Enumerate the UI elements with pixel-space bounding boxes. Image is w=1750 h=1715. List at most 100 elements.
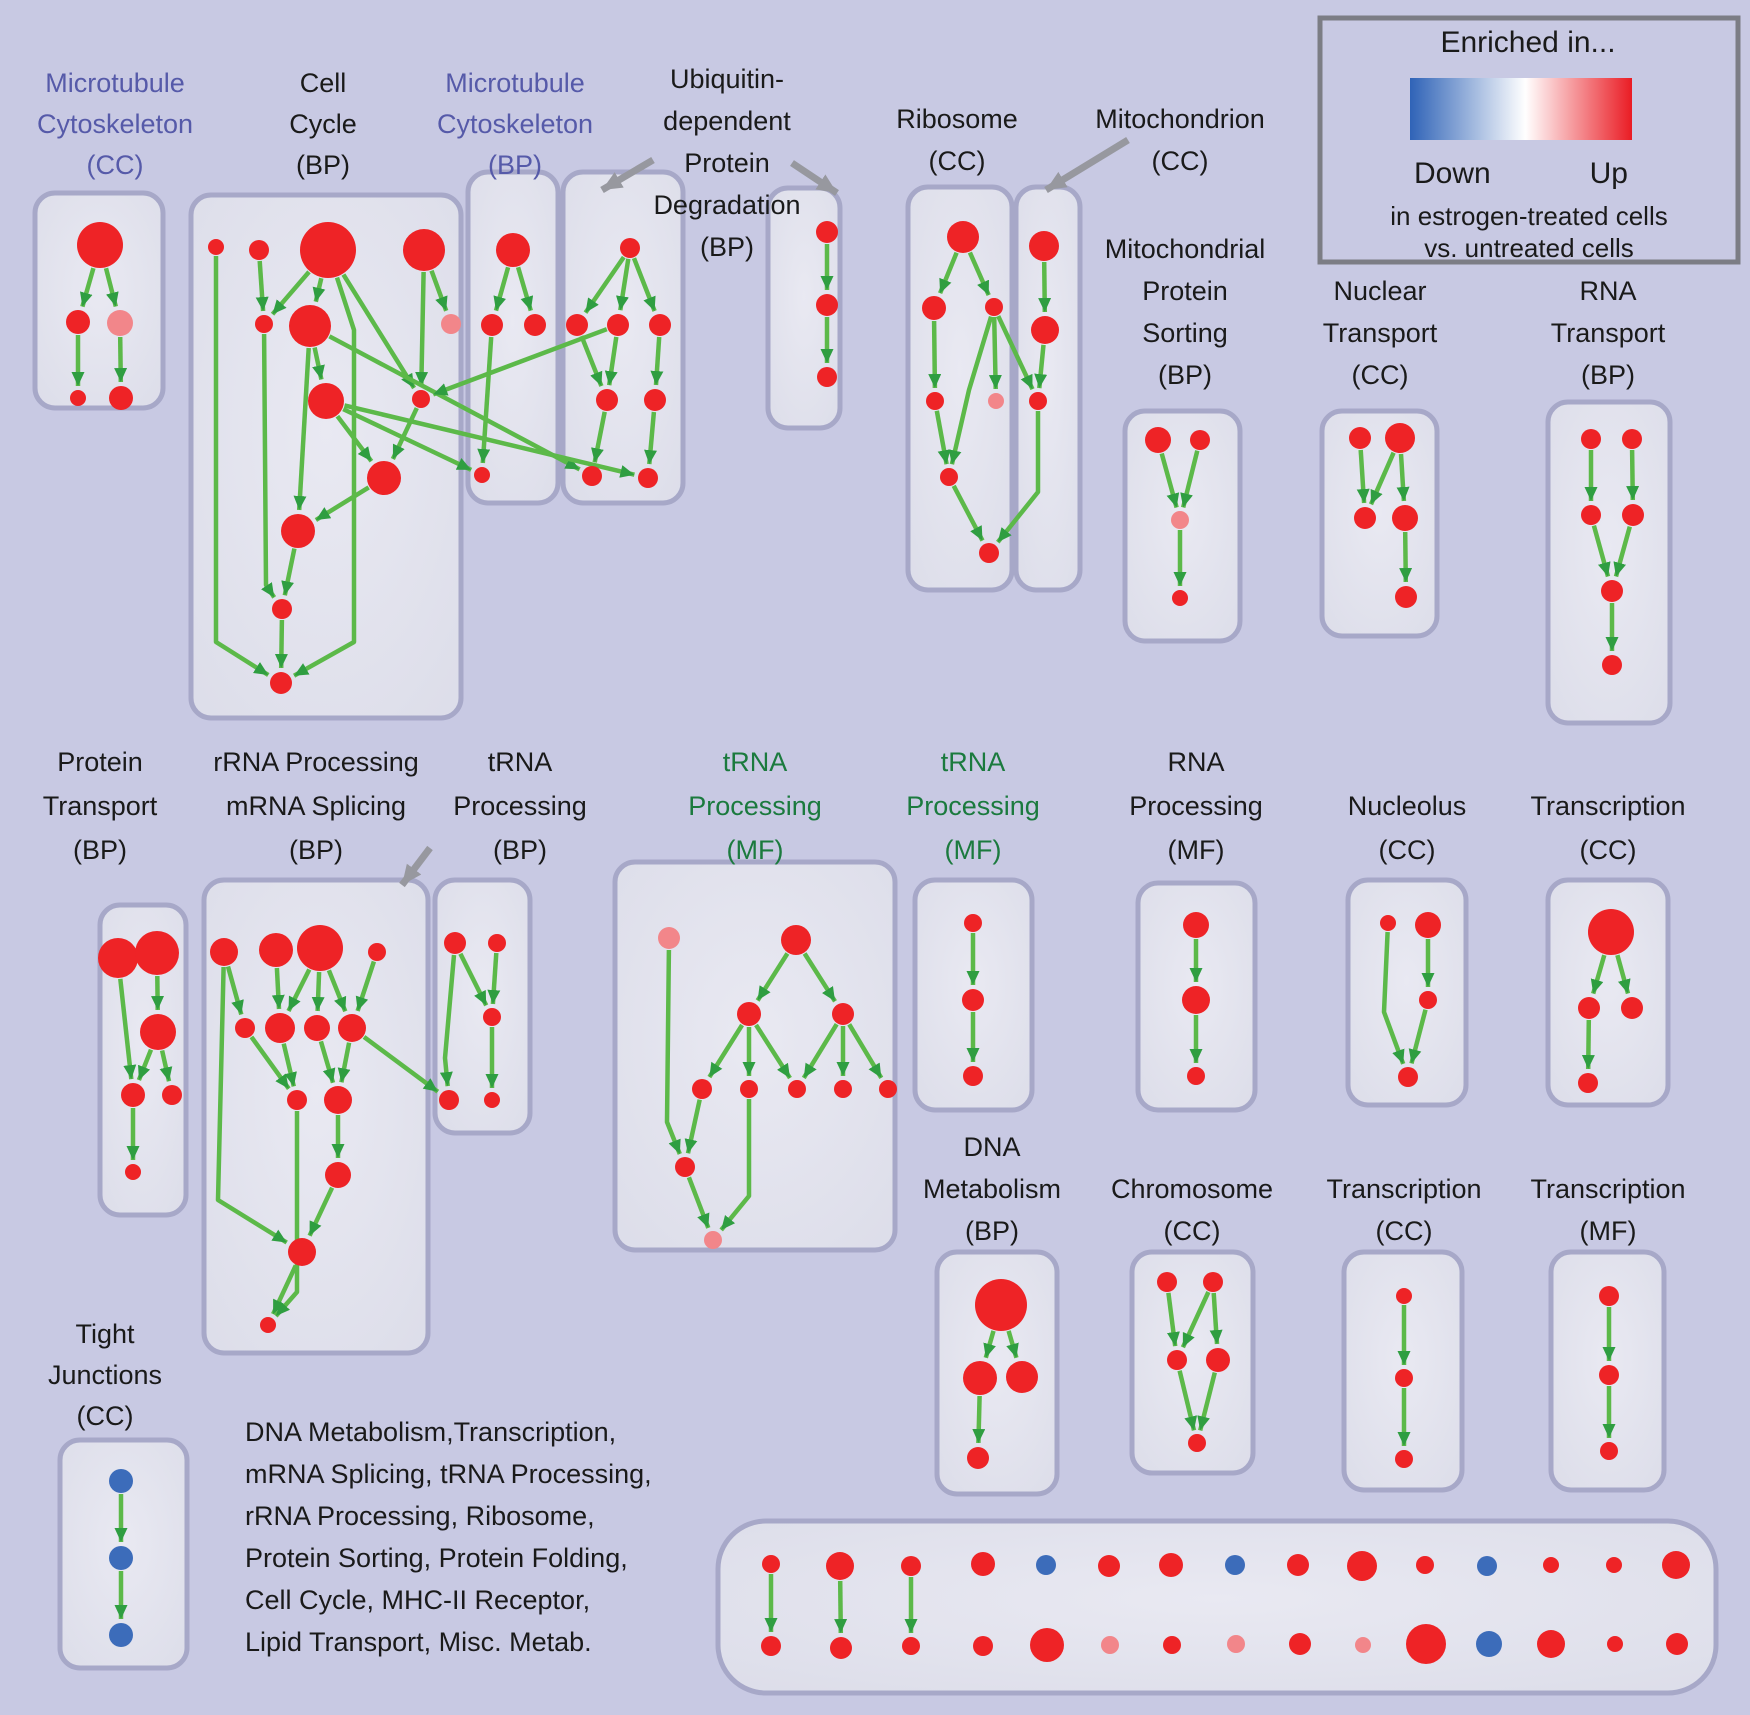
go-term-node-k1 [109, 1469, 133, 1493]
go-term-node-u3 [607, 314, 629, 336]
cluster-label-trna-processing-mf-small: tRNA Processing (MF) [906, 747, 1040, 865]
cluster-label-trna-processing-mf-large: tRNA Processing (MF) [688, 747, 822, 865]
go-term-node-sb3 [902, 1637, 920, 1655]
go-term-node-j2 [1599, 1365, 1619, 1385]
go-term-node-p4 [1392, 505, 1418, 531]
go-term-node-pt1 [98, 938, 138, 978]
go-term-node-g7 [304, 1015, 330, 1041]
edge-h2-h3 [1180, 1291, 1211, 1349]
cluster-label-protein-transport-bp: Protein Transport (BP) [43, 747, 158, 865]
edge-m2-m4 [477, 336, 494, 464]
go-term-node-c7 [289, 305, 331, 347]
edge-u6-u8 [644, 411, 658, 465]
cluster-label-nuclear-transport-cc: Nuclear Transport (CC) [1323, 276, 1438, 390]
go-term-node-f8 [879, 1080, 897, 1098]
go-term-node-v2 [816, 294, 838, 316]
cluster-label-transcription-cc-mid: Transcription (CC) [1530, 791, 1685, 865]
go-term-node-pt4 [121, 1083, 145, 1107]
go-term-node-f6 [788, 1080, 806, 1098]
cluster-box-ubiquitin-2 [765, 185, 843, 431]
go-term-node-sa10 [1347, 1551, 1377, 1581]
edge-q2-q4 [1626, 449, 1640, 501]
go-term-node-u7 [582, 466, 602, 486]
go-term-node-s1 [1145, 427, 1171, 453]
edge-f2-f4 [707, 1023, 745, 1079]
go-term-node-d2 [963, 1361, 997, 1395]
go-term-node-sa11 [1416, 1556, 1434, 1574]
edge-f3-f6 [801, 1023, 839, 1080]
go-term-node-c6 [441, 314, 461, 334]
edge-g1-g5 [225, 965, 244, 1016]
edge-s1-s3 [1159, 452, 1180, 509]
go-term-node-m4 [474, 467, 490, 483]
go-term-node-g3 [297, 925, 343, 971]
cluster-label-ribosome-cc: Ribosome (CC) [896, 104, 1018, 176]
go-term-node-f5 [740, 1080, 758, 1098]
go-term-node-sa13 [1543, 1557, 1559, 1573]
go-term-node-u4 [649, 314, 671, 336]
go-term-node-sb6 [1101, 1636, 1119, 1654]
go-term-node-g2 [259, 933, 293, 967]
go-term-node-s3 [1171, 511, 1189, 529]
edge-m1-m3 [515, 266, 534, 312]
go-term-node-sa8 [1225, 1555, 1245, 1575]
go-term-node-sa15 [1662, 1551, 1690, 1579]
edge-r2-r4 [928, 320, 942, 389]
go-term-node-w2 [962, 989, 984, 1011]
go-term-node-q6 [1602, 655, 1622, 675]
go-term-node-pt2 [135, 931, 179, 975]
go-term-node-q2 [1622, 429, 1642, 449]
cluster-label-transcription-cc-low: Transcription (CC) [1326, 1174, 1481, 1246]
go-term-node-tb5 [484, 1092, 500, 1108]
edge-c10-c11 [314, 485, 370, 522]
edge-n1-n2 [79, 267, 96, 308]
cluster-box-transcription-cc-mid [1545, 877, 1671, 1108]
go-term-node-sb13 [1537, 1630, 1565, 1658]
edge-c3-c5 [270, 270, 311, 316]
edge-c4-c9 [415, 271, 429, 387]
edge-q4-q5 [1613, 526, 1632, 578]
cluster-box-trna-mf-large [612, 859, 898, 1253]
edge-h3-h5 [1177, 1370, 1198, 1431]
go-term-node-c9 [412, 390, 430, 408]
edge-u5-u7 [591, 411, 607, 463]
go-term-node-sa2 [826, 1552, 854, 1580]
cluster-box-microtubule-cc [32, 190, 166, 411]
edge-g11-g12 [307, 1186, 335, 1237]
go-term-node-c2 [249, 240, 269, 260]
go-term-node-f0 [658, 927, 680, 949]
go-term-node-r6 [940, 468, 958, 486]
edge-g5-g9 [249, 1035, 291, 1091]
go-term-node-z1 [1588, 909, 1634, 955]
cluster-label-microtubule-cytoskeleton-cc: Microtubule Cytoskeleton (CC) [37, 68, 193, 180]
go-term-node-c3 [300, 222, 356, 278]
cluster-label-rna-transport-bp: RNA Transport (BP) [1551, 276, 1666, 390]
go-term-node-v1 [816, 221, 838, 243]
edge-u1-u3 [616, 258, 631, 311]
cluster-label-nucleolus-cc: Nucleolus (CC) [1348, 791, 1467, 865]
edge-n1-n3 [103, 267, 119, 308]
go-term-node-w3 [963, 1066, 983, 1086]
edge-r6-r7 [951, 484, 985, 542]
go-term-node-tb2 [488, 934, 506, 952]
go-term-node-q3 [1581, 505, 1601, 525]
edge-g1-g12 [215, 966, 288, 1245]
cluster-box-chromosome [1129, 1249, 1256, 1476]
edge-f4-f9 [684, 1099, 702, 1154]
go-term-node-sb10 [1355, 1637, 1371, 1653]
ubiquitin-arrow-right-icon [790, 160, 839, 196]
go-term-node-sb4 [973, 1636, 993, 1656]
cluster-box-misc-strip [715, 1518, 1719, 1696]
edge-g6-g9 [281, 1043, 297, 1087]
edge-c9-c10 [390, 407, 419, 460]
go-term-node-c1 [208, 239, 224, 255]
go-term-node-sa12 [1477, 1556, 1497, 1576]
go-term-node-y4 [1398, 1067, 1418, 1087]
edge-c2-c5 [255, 260, 269, 312]
cluster-box-nuclear-transport [1319, 408, 1440, 639]
go-term-node-u1 [620, 238, 640, 258]
go-term-node-n3 [107, 310, 133, 336]
edge-c7-c11 [293, 347, 311, 511]
edge-t1-t2 [1038, 261, 1052, 313]
